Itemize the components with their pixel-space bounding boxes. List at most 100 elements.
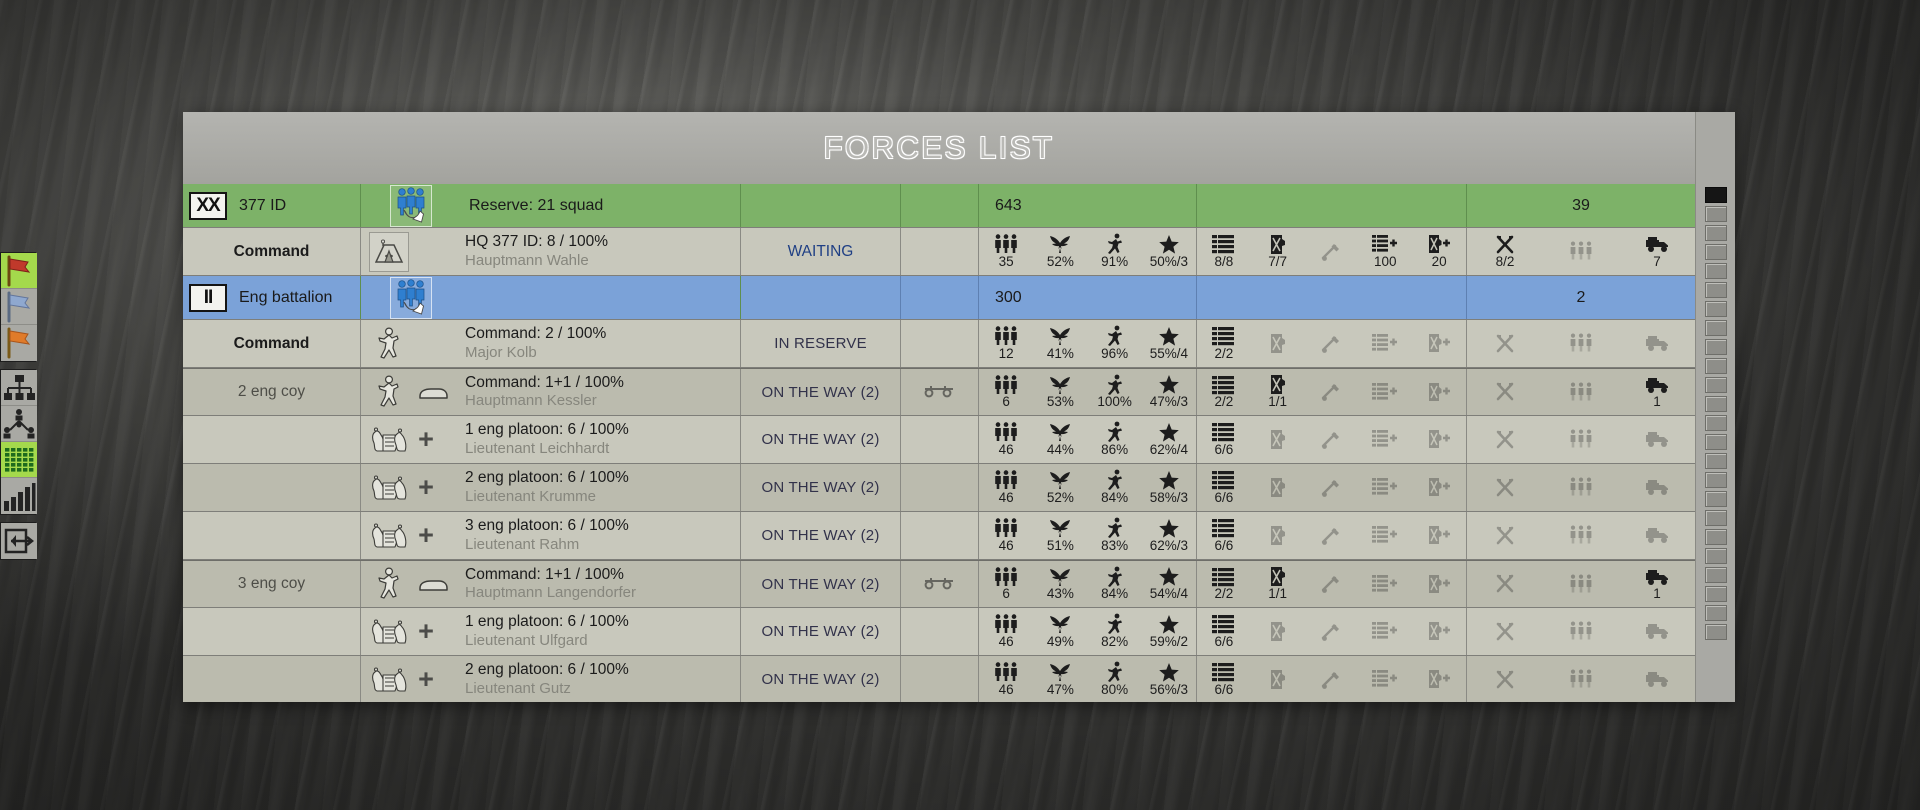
unit-stats-personnel: 6 53% 100% 47%/3 bbox=[979, 369, 1197, 415]
replacement-men-icon bbox=[1569, 525, 1593, 545]
artillery-icon bbox=[1321, 334, 1341, 353]
unit-row[interactable]: 2 eng coy Command: 1+1 / 100% Hauptmann Ke… bbox=[183, 368, 1695, 416]
scroll-segment[interactable] bbox=[1704, 320, 1727, 336]
battalion-badge[interactable]: II bbox=[189, 283, 227, 312]
ammo-icon bbox=[1212, 423, 1235, 442]
scroll-segment[interactable] bbox=[1704, 301, 1727, 317]
stat-value: 1 bbox=[1653, 394, 1661, 410]
unit-type-icons[interactable]: + bbox=[361, 608, 461, 655]
unit-type-icons[interactable] bbox=[361, 228, 461, 275]
scroll-segment[interactable] bbox=[1704, 567, 1727, 583]
scroll-segment[interactable] bbox=[1704, 358, 1727, 374]
fuel-icon bbox=[1269, 375, 1287, 395]
unit-row[interactable]: +2 eng platoon: 6 / 100% Lieutenant Gutz O… bbox=[183, 656, 1695, 702]
stat-ammo: 2/2 bbox=[1197, 320, 1251, 367]
stat-fuel-plus bbox=[1412, 320, 1466, 367]
unit-row[interactable]: 3 eng coy Command: 1+1 / 100% Hauptmann La… bbox=[183, 560, 1695, 608]
reserve-icon-cell[interactable] bbox=[361, 184, 461, 227]
expand-plus-icon[interactable]: + bbox=[418, 664, 434, 694]
unit-row[interactable]: Command Command: 2 / 100% Major Kolb IN RES… bbox=[183, 320, 1695, 368]
formation-row[interactable]: XX 377 ID Reserve: 21 squad 643 39 bbox=[183, 184, 1695, 228]
scroll-segment[interactable] bbox=[1704, 206, 1727, 222]
red-flag-button[interactable] bbox=[1, 253, 37, 289]
scroll-segment[interactable] bbox=[1704, 586, 1727, 602]
scroll-segment[interactable] bbox=[1704, 339, 1727, 355]
stat-ammo: 2/2 bbox=[1197, 369, 1251, 415]
stat-value: 47%/3 bbox=[1149, 394, 1189, 410]
unit-type-icons[interactable]: + bbox=[361, 464, 461, 511]
hierarchy-button[interactable] bbox=[1, 406, 37, 442]
artillery-icon bbox=[1321, 430, 1341, 449]
formation-strength: 643 bbox=[979, 184, 1197, 227]
unit-type-icons[interactable] bbox=[361, 320, 461, 367]
exit-button[interactable] bbox=[1, 523, 37, 559]
unit-type-icons[interactable]: + bbox=[361, 416, 461, 463]
unit-type-icons[interactable] bbox=[361, 369, 461, 415]
scroll-segment[interactable] bbox=[1704, 510, 1727, 526]
unit-commander: Lieutenant Rahm bbox=[465, 535, 580, 553]
forces-list-button[interactable] bbox=[1, 442, 37, 478]
scroll-segment[interactable] bbox=[1704, 529, 1727, 545]
stat-value: 12 bbox=[998, 345, 1014, 361]
stat-value: 41% bbox=[1046, 345, 1074, 361]
scroll-segment[interactable] bbox=[1704, 377, 1727, 393]
unit-row[interactable]: +3 eng platoon: 6 / 100% Lieutenant Rahm O… bbox=[183, 512, 1695, 560]
scroll-segment[interactable] bbox=[1704, 548, 1727, 564]
unit-title: 1 eng platoon: 6 / 100% bbox=[465, 421, 629, 439]
bar-chart-button[interactable] bbox=[1, 478, 37, 514]
formation-name-cell: XX 377 ID bbox=[183, 184, 361, 227]
division-badge[interactable]: XX bbox=[189, 191, 227, 220]
unit-row[interactable]: +1 eng platoon: 6 / 100% Lieutenant Leich… bbox=[183, 416, 1695, 464]
scroll-segment[interactable] bbox=[1704, 187, 1727, 203]
expand-plus-icon[interactable]: + bbox=[418, 520, 434, 550]
scroll-segment[interactable] bbox=[1704, 415, 1727, 431]
expand-plus-icon[interactable]: + bbox=[418, 472, 434, 502]
runner-icon bbox=[1104, 421, 1126, 443]
ammo-icon bbox=[1212, 471, 1235, 490]
unit-row[interactable]: +1 eng platoon: 6 / 100% Lieutenant Ulfga… bbox=[183, 608, 1695, 656]
scroll-segment[interactable] bbox=[1704, 225, 1727, 241]
unit-row[interactable]: +2 eng platoon: 6 / 100% Lieutenant Krumm… bbox=[183, 464, 1695, 512]
hq-tent-icon bbox=[369, 231, 409, 272]
scroll-segment[interactable] bbox=[1704, 282, 1727, 298]
unit-transport-cell bbox=[901, 228, 979, 275]
scroll-segment[interactable] bbox=[1704, 244, 1727, 260]
stat-fuel-plus bbox=[1412, 608, 1466, 655]
scroll-segment[interactable] bbox=[1704, 263, 1727, 279]
officer-icon bbox=[369, 324, 409, 364]
expand-plus-icon[interactable]: + bbox=[418, 616, 434, 646]
scroll-segment[interactable] bbox=[1704, 472, 1727, 488]
stat-men: 46 bbox=[979, 512, 1033, 559]
orange-flag-button[interactable] bbox=[1, 325, 37, 361]
stat-runner: 96% bbox=[1088, 320, 1142, 367]
unit-stats-supply: 6/6 bbox=[1197, 512, 1467, 559]
reserve-icon-cell[interactable] bbox=[361, 276, 461, 319]
fuel-plus-icon bbox=[1428, 670, 1451, 689]
scroll-segment[interactable] bbox=[1704, 434, 1727, 450]
repair-icon bbox=[1495, 574, 1516, 593]
vertical-scrollbar[interactable] bbox=[1695, 112, 1735, 702]
unit-stats-personnel: 46 47% 80% 56%/3 bbox=[979, 656, 1197, 702]
unit-status-cell: ON THE WAY (2) bbox=[741, 608, 901, 655]
blue-flag-button[interactable] bbox=[1, 289, 37, 325]
unit-row[interactable]: Command HQ 377 ID: 8 / 100% Hauptmann Wahl… bbox=[183, 228, 1695, 276]
stat-fuel-plus bbox=[1412, 369, 1466, 415]
men-icon bbox=[994, 375, 1018, 394]
exit-icon bbox=[4, 526, 35, 557]
unit-stats-support bbox=[1467, 320, 1695, 367]
expand-plus-icon[interactable]: + bbox=[418, 424, 434, 454]
org-chart-button[interactable] bbox=[1, 370, 37, 406]
scroll-segment[interactable] bbox=[1704, 491, 1727, 507]
stat-replacement-men bbox=[1543, 464, 1619, 511]
scroll-segment[interactable] bbox=[1704, 624, 1727, 640]
scroll-segment[interactable] bbox=[1704, 396, 1727, 412]
unit-stats-personnel: 12 41% 96% 55%/4 bbox=[979, 320, 1197, 367]
scroll-segment[interactable] bbox=[1704, 453, 1727, 469]
unit-type-icons[interactable]: + bbox=[361, 656, 461, 702]
formation-row[interactable]: II Eng battalion 300 2 bbox=[183, 276, 1695, 320]
unit-group-label: Command bbox=[233, 242, 310, 260]
unit-type-icons[interactable]: + bbox=[361, 512, 461, 559]
scroll-segment[interactable] bbox=[1704, 605, 1727, 621]
unit-type-icons[interactable] bbox=[361, 561, 461, 607]
stat-truck: 1 bbox=[1619, 561, 1695, 607]
